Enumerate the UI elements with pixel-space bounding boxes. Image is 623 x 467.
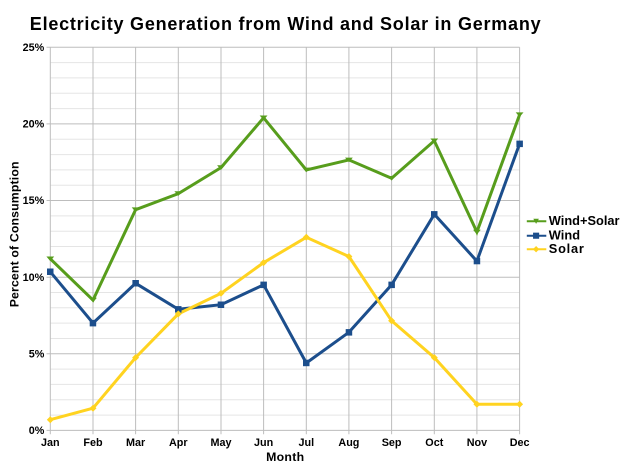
svg-text:Feb: Feb (83, 437, 103, 449)
svg-text:Wind: Wind (549, 228, 580, 243)
svg-text:Wind+Solar: Wind+Solar (549, 213, 620, 228)
svg-text:Dec: Dec (510, 437, 530, 449)
svg-text:Electricity Generation from Wi: Electricity Generation from Wind and Sol… (30, 14, 541, 34)
svg-text:0%: 0% (29, 425, 45, 437)
svg-text:Mar: Mar (126, 437, 146, 449)
svg-text:May: May (210, 437, 231, 449)
svg-text:Jul: Jul (298, 437, 314, 449)
svg-text:Oct: Oct (425, 437, 443, 449)
svg-text:Month: Month (266, 450, 304, 464)
svg-text:15%: 15% (23, 195, 45, 207)
svg-text:20%: 20% (23, 119, 45, 131)
svg-text:5%: 5% (29, 348, 45, 360)
svg-text:Aug: Aug (338, 437, 359, 449)
svg-text:10%: 10% (23, 272, 45, 284)
svg-text:Solar: Solar (549, 241, 584, 256)
svg-text:Apr: Apr (169, 437, 188, 449)
svg-text:Jun: Jun (254, 437, 273, 449)
svg-text:Jan: Jan (41, 437, 60, 449)
svg-text:25%: 25% (23, 42, 45, 54)
svg-text:Percent of Consumption: Percent of Consumption (8, 161, 22, 307)
svg-text:Sep: Sep (382, 437, 402, 449)
svg-text:Nov: Nov (467, 437, 487, 449)
